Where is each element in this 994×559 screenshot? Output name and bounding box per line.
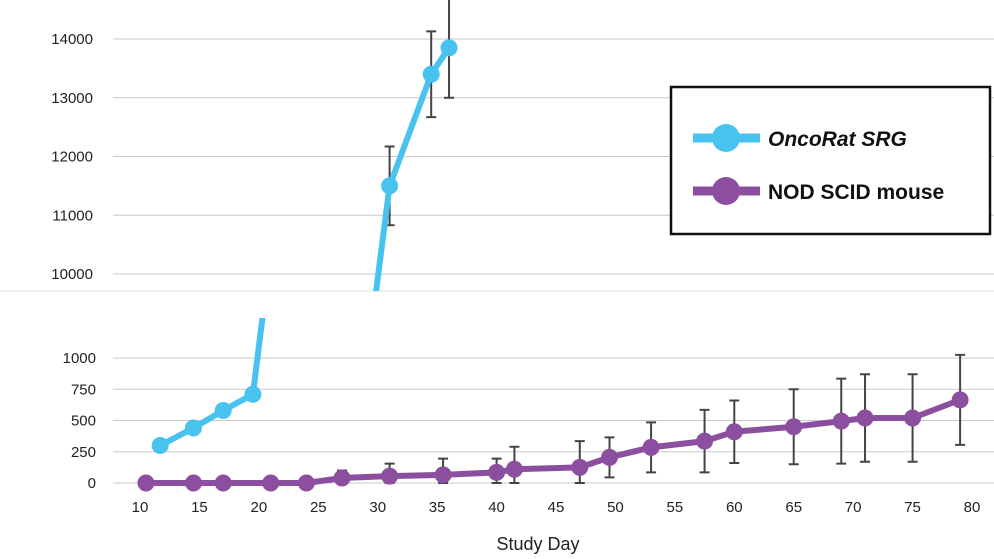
legend-item-oncorat: OncoRat SRG xyxy=(693,124,907,152)
data-point-nod-scid xyxy=(832,412,850,430)
x-tick-label: 50 xyxy=(607,499,624,516)
data-point-nod-scid xyxy=(785,418,803,436)
data-point-oncorat xyxy=(244,385,262,403)
series-oncorat xyxy=(151,0,458,454)
data-point-nod-scid xyxy=(333,469,351,487)
legend-box xyxy=(669,85,992,236)
legend-label-nod-scid: NOD SCID mouse xyxy=(768,181,944,204)
data-point-nod-scid xyxy=(725,423,743,441)
x-tick-label: 30 xyxy=(369,499,386,516)
series-line-upper-oncorat xyxy=(373,46,452,291)
x-tick-label: 55 xyxy=(667,499,684,516)
x-tick-label: 20 xyxy=(251,499,268,516)
legend-swatch-marker-nod-scid xyxy=(712,177,740,205)
data-point-oncorat xyxy=(422,65,440,83)
series-line-lower-oncorat xyxy=(158,318,266,449)
data-point-nod-scid xyxy=(137,474,155,492)
data-point-nod-scid xyxy=(856,409,874,427)
x-axis-label: Study Day xyxy=(496,534,579,554)
data-point-nod-scid xyxy=(696,432,714,450)
data-point-nod-scid xyxy=(488,463,506,481)
y-tick-label-lower: 500 xyxy=(71,413,96,430)
x-tick-label: 70 xyxy=(845,499,862,516)
legend-label-oncorat: OncoRat SRG xyxy=(768,128,907,151)
data-point-nod-scid xyxy=(381,467,399,485)
data-point-oncorat xyxy=(381,177,399,195)
data-point-nod-scid xyxy=(434,466,452,484)
series-layer xyxy=(137,0,969,492)
x-tick-label: 35 xyxy=(429,499,446,516)
data-point-nod-scid xyxy=(642,438,660,456)
data-point-oncorat xyxy=(184,419,202,437)
x-tick-label: 15 xyxy=(191,499,208,516)
data-point-nod-scid xyxy=(505,460,523,478)
x-axis-ticks: 10 15 20 25 30 35 40 45 50 55 60 65 70 75 80 xyxy=(132,499,981,516)
y-tick-label-upper: 13000 xyxy=(51,90,93,107)
y-tick-label-upper: 12000 xyxy=(51,149,93,166)
y-tick-label-upper: 11000 xyxy=(52,207,93,224)
lower-y-axis-ticks: 0 250 500 750 1000 xyxy=(63,350,96,492)
y-tick-label-lower: 250 xyxy=(71,444,96,461)
legend: OncoRat SRG NOD SCID mouse xyxy=(669,85,992,236)
data-point-oncorat xyxy=(151,437,169,454)
series-nod-scid xyxy=(137,353,969,492)
y-tick-label-lower: 750 xyxy=(71,381,96,398)
x-tick-label: 65 xyxy=(785,499,802,516)
x-tick-label: 10 xyxy=(132,499,149,516)
data-point-nod-scid xyxy=(184,474,202,492)
data-point-nod-scid xyxy=(297,474,315,492)
legend-item-nod-scid: NOD SCID mouse xyxy=(693,177,944,205)
data-point-oncorat xyxy=(440,39,458,57)
y-tick-label-lower: 1000 xyxy=(63,350,96,367)
x-tick-label: 25 xyxy=(310,499,327,516)
y-tick-label-upper: 10000 xyxy=(51,266,93,283)
data-point-nod-scid xyxy=(904,409,922,427)
y-tick-label-lower: 0 xyxy=(88,475,96,492)
series-line-lower-nod-scid xyxy=(145,397,962,486)
data-point-nod-scid xyxy=(214,474,232,492)
x-tick-label: 40 xyxy=(488,499,505,516)
x-tick-label: 45 xyxy=(548,499,565,516)
legend-swatch-marker-oncorat xyxy=(712,124,740,152)
y-tick-label-upper: 14000 xyxy=(51,31,93,48)
data-point-oncorat xyxy=(214,402,232,419)
data-point-nod-scid xyxy=(262,474,280,492)
data-point-nod-scid xyxy=(600,448,618,466)
upper-y-axis-ticks: 10000 11000 12000 13000 14000 xyxy=(51,31,93,283)
data-point-nod-scid xyxy=(951,391,969,409)
x-tick-label: 60 xyxy=(726,499,743,516)
x-tick-label: 80 xyxy=(964,499,981,516)
x-tick-label: 75 xyxy=(904,499,921,516)
data-point-nod-scid xyxy=(571,458,589,476)
